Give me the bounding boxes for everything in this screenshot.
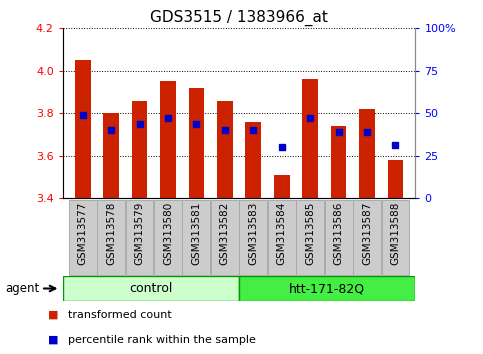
FancyBboxPatch shape — [126, 200, 154, 275]
FancyBboxPatch shape — [296, 200, 324, 275]
FancyBboxPatch shape — [154, 200, 182, 275]
FancyBboxPatch shape — [240, 200, 267, 275]
FancyBboxPatch shape — [325, 200, 353, 275]
Bar — [189, 88, 204, 198]
Text: GSM313579: GSM313579 — [135, 201, 144, 265]
Bar — [274, 175, 289, 198]
Bar — [217, 101, 233, 198]
Text: htt-171-82Q: htt-171-82Q — [289, 282, 365, 295]
Bar — [132, 101, 147, 198]
FancyBboxPatch shape — [69, 200, 97, 275]
Text: GSM313582: GSM313582 — [220, 201, 230, 265]
FancyBboxPatch shape — [63, 276, 239, 301]
Text: ■: ■ — [48, 335, 59, 345]
Bar — [388, 160, 403, 198]
Bar — [160, 81, 176, 198]
FancyBboxPatch shape — [183, 200, 211, 275]
Text: control: control — [129, 282, 172, 295]
Text: transformed count: transformed count — [68, 310, 171, 320]
Text: GSM313578: GSM313578 — [106, 201, 116, 265]
Bar — [75, 60, 90, 198]
Text: GSM313586: GSM313586 — [334, 201, 343, 265]
FancyBboxPatch shape — [382, 200, 410, 275]
Bar — [103, 113, 119, 198]
FancyBboxPatch shape — [239, 276, 415, 301]
Text: GSM313583: GSM313583 — [248, 201, 258, 265]
Text: GSM313577: GSM313577 — [78, 201, 88, 265]
Text: GSM313588: GSM313588 — [390, 201, 400, 265]
FancyBboxPatch shape — [353, 200, 381, 275]
Text: ■: ■ — [48, 310, 59, 320]
Text: agent: agent — [5, 282, 39, 295]
Title: GDS3515 / 1383966_at: GDS3515 / 1383966_at — [150, 9, 328, 25]
FancyBboxPatch shape — [97, 200, 125, 275]
Text: GSM313587: GSM313587 — [362, 201, 372, 265]
Bar — [245, 122, 261, 198]
Text: GSM313580: GSM313580 — [163, 201, 173, 264]
FancyBboxPatch shape — [268, 200, 296, 275]
Text: GSM313581: GSM313581 — [191, 201, 201, 265]
Bar — [359, 109, 375, 198]
Text: GSM313585: GSM313585 — [305, 201, 315, 265]
Bar — [302, 79, 318, 198]
Bar — [331, 126, 346, 198]
FancyBboxPatch shape — [211, 200, 239, 275]
Text: GSM313584: GSM313584 — [277, 201, 287, 265]
Text: percentile rank within the sample: percentile rank within the sample — [68, 335, 256, 345]
